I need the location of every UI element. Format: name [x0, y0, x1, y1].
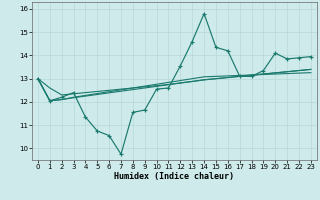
X-axis label: Humidex (Indice chaleur): Humidex (Indice chaleur): [115, 172, 234, 181]
